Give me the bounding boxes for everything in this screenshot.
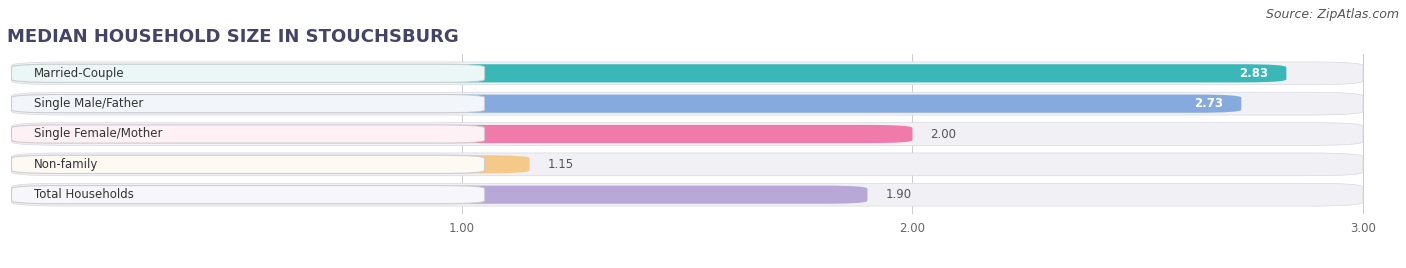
Text: Married-Couple: Married-Couple — [34, 67, 125, 80]
FancyBboxPatch shape — [11, 185, 868, 204]
Text: Total Households: Total Households — [34, 188, 134, 201]
Text: Source: ZipAtlas.com: Source: ZipAtlas.com — [1265, 8, 1399, 21]
Text: 2.00: 2.00 — [931, 128, 956, 140]
FancyBboxPatch shape — [11, 92, 1362, 115]
FancyBboxPatch shape — [11, 64, 485, 83]
FancyBboxPatch shape — [11, 123, 1362, 145]
FancyBboxPatch shape — [11, 183, 1362, 206]
Text: MEDIAN HOUSEHOLD SIZE IN STOUCHSBURG: MEDIAN HOUSEHOLD SIZE IN STOUCHSBURG — [7, 28, 458, 46]
Text: Single Male/Father: Single Male/Father — [34, 97, 143, 110]
Text: 2.83: 2.83 — [1239, 67, 1268, 80]
FancyBboxPatch shape — [11, 95, 1241, 113]
Text: 1.90: 1.90 — [886, 188, 911, 201]
FancyBboxPatch shape — [11, 125, 912, 143]
Text: Single Female/Mother: Single Female/Mother — [34, 128, 163, 140]
FancyBboxPatch shape — [11, 64, 1286, 83]
FancyBboxPatch shape — [11, 155, 530, 173]
FancyBboxPatch shape — [11, 62, 1362, 85]
FancyBboxPatch shape — [11, 95, 485, 113]
FancyBboxPatch shape — [11, 125, 485, 143]
FancyBboxPatch shape — [11, 153, 1362, 176]
Text: 2.73: 2.73 — [1194, 97, 1223, 110]
Text: Non-family: Non-family — [34, 158, 98, 171]
Text: 1.15: 1.15 — [547, 158, 574, 171]
FancyBboxPatch shape — [11, 185, 485, 204]
FancyBboxPatch shape — [11, 155, 485, 173]
